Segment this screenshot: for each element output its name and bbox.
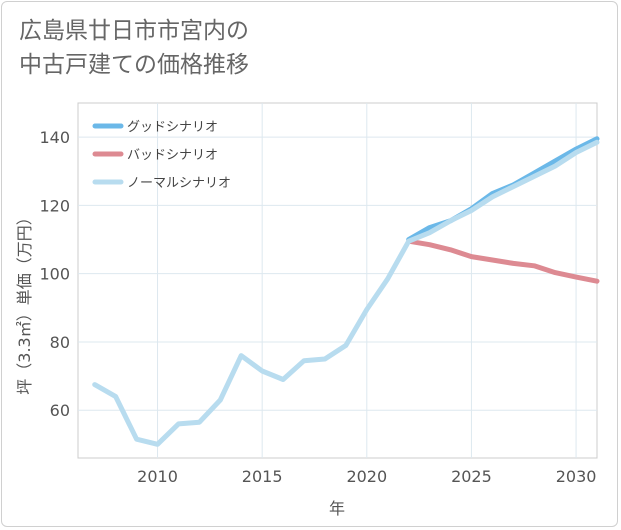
legend-label-1: バッドシナリオ [127,148,218,163]
y-tick-label: 120 [39,196,70,215]
series-line-1 [406,238,600,284]
series-lines [92,136,600,447]
grid-lines [78,103,597,458]
x-tick-labels: 2010 2015 2020 2025 2030 [137,467,596,486]
legend-label-2: ノーマルシナリオ [127,176,231,191]
y-tick-label: 100 [39,265,70,284]
legend-label-0: グッドシナリオ [127,120,218,135]
chart-title: 広島県廿日市市宮内の 中古戸建ての価格推移 [19,14,249,82]
y-tick-labels: 60 80 100 120 140 [39,128,70,420]
x-tick-label: 2015 [242,467,283,486]
y-tick-label: 60 [50,401,70,420]
x-axis-label: 年 [329,499,345,518]
x-tick-label: 2025 [451,467,492,486]
x-tick-label: 2010 [137,467,178,486]
y-tick-label: 80 [50,333,70,352]
y-axis-label: 坪（3.3㎡）単価（万円） [15,209,34,394]
x-tick-label: 2030 [556,467,597,486]
x-tick-label: 2020 [346,467,387,486]
chart-title-line-1: 広島県廿日市市宮内の [19,18,249,44]
y-tick-label: 140 [39,128,70,147]
chart-title-line-2: 中古戸建ての価格推移 [19,52,249,78]
plot-area [77,102,598,459]
series-line-2 [92,139,600,447]
